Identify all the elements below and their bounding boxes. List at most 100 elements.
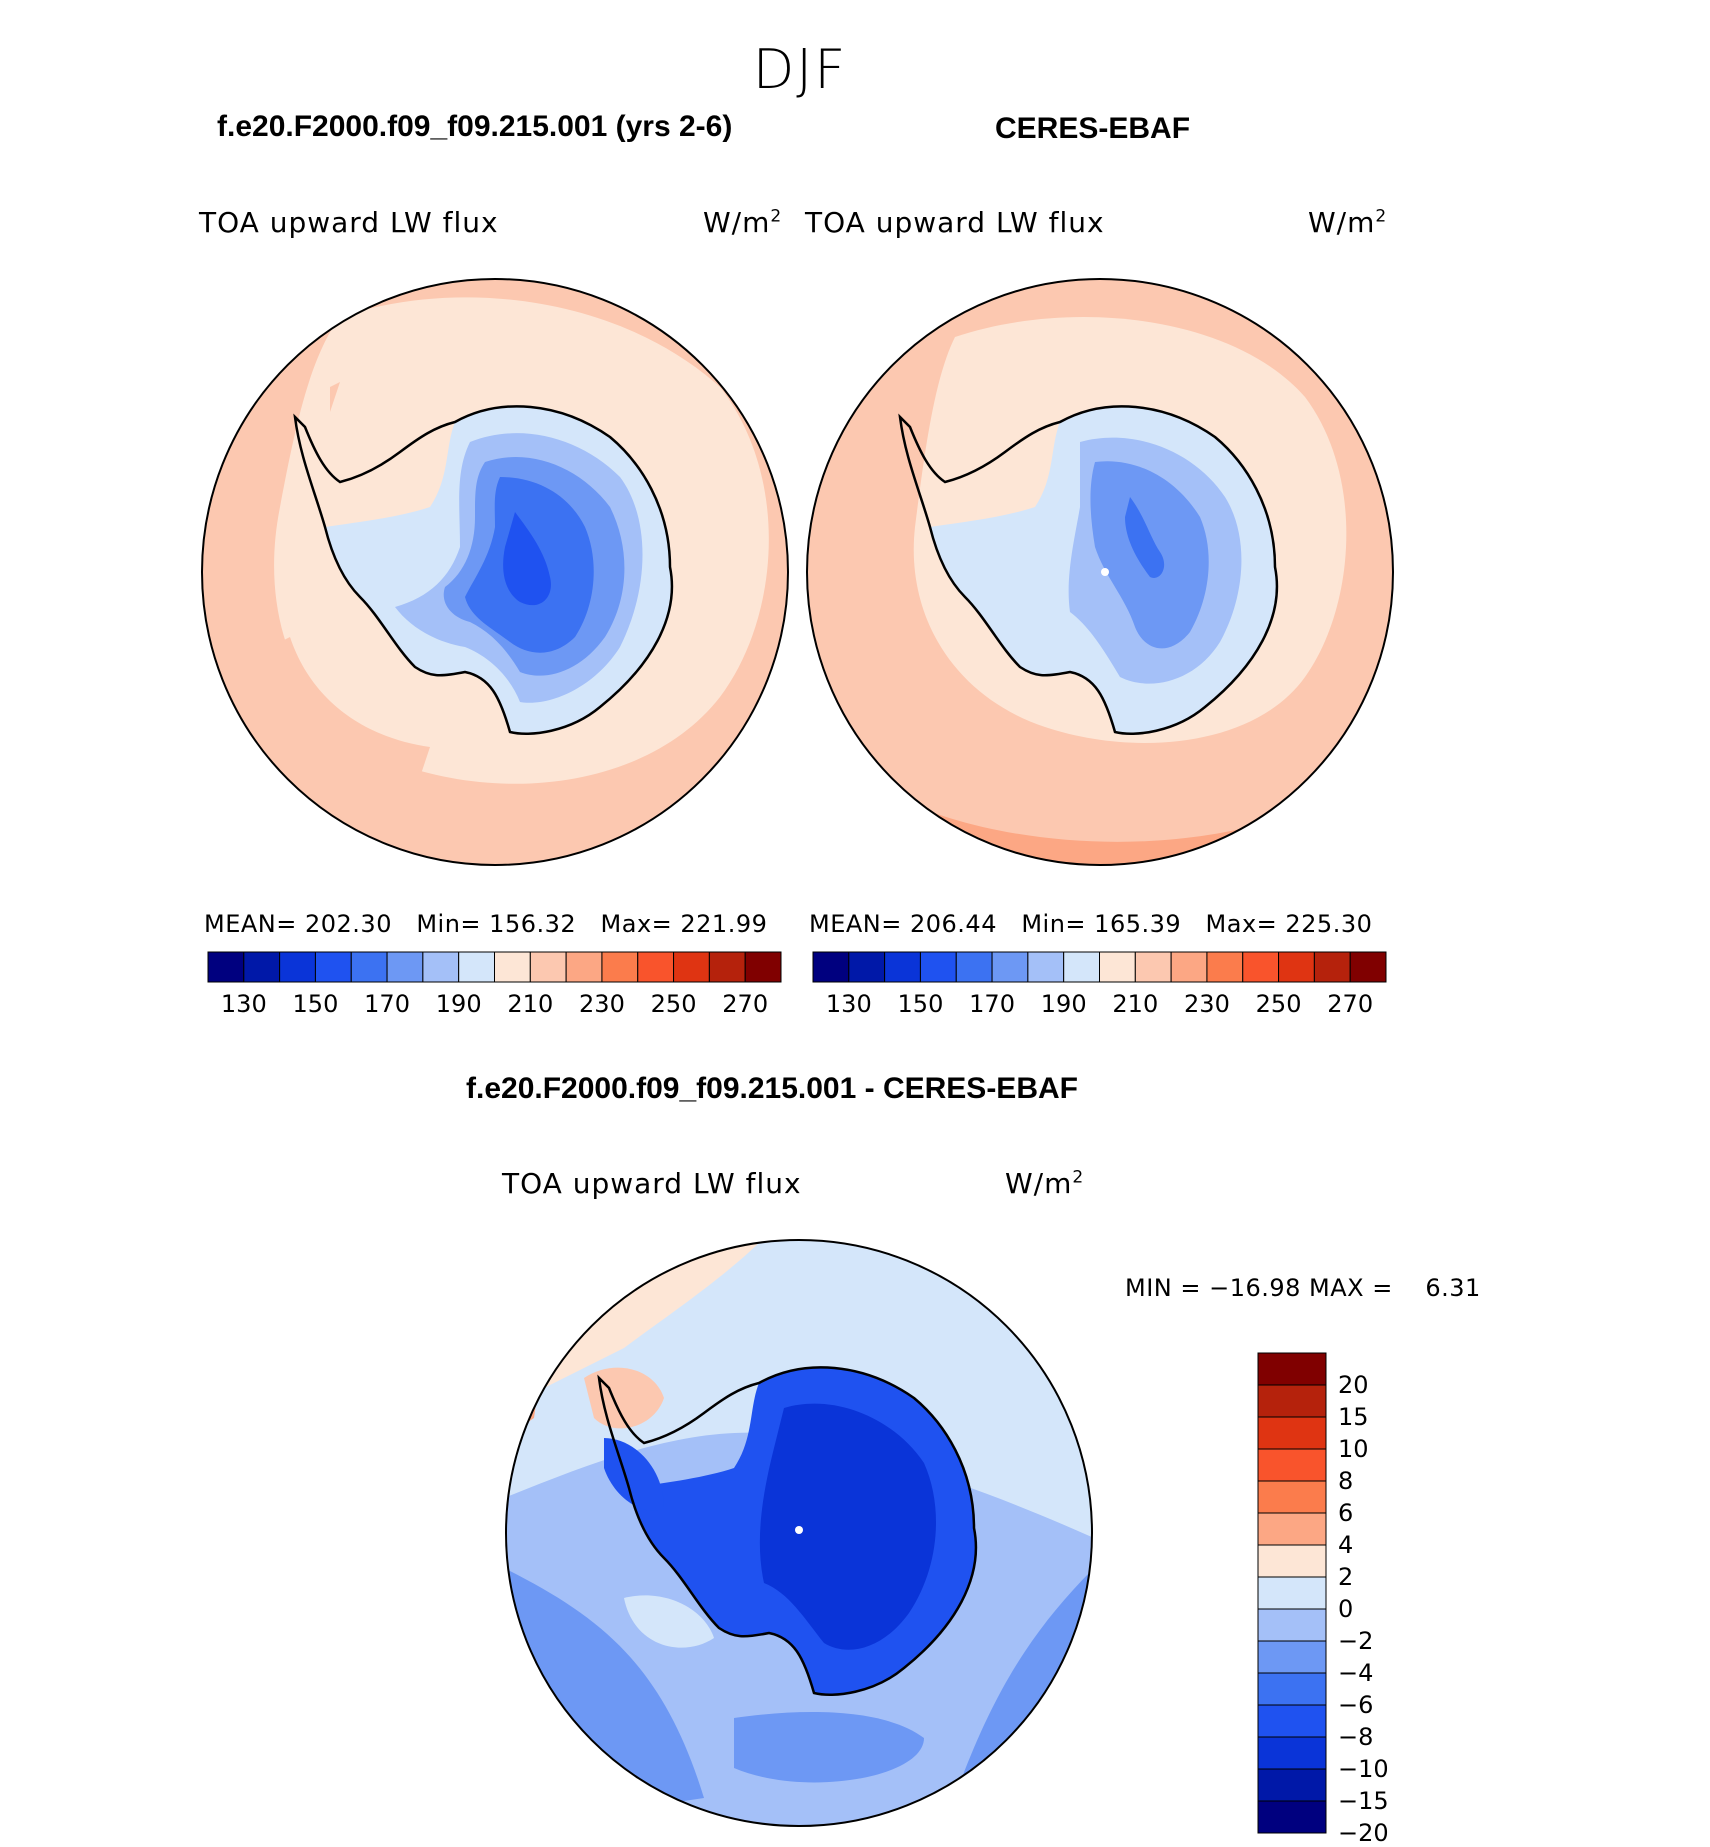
- panel-2-stats: MEAN= 206.44 Min= 165.39 Max= 225.30: [809, 910, 1373, 938]
- panel-2-title: CERES-EBAF: [995, 112, 1191, 145]
- map-panel-model: [201, 278, 789, 866]
- panel-1-units: W/m2: [703, 206, 782, 239]
- colorbar-level-label: −2: [1338, 1627, 1374, 1655]
- panel-2-units: W/m2: [1308, 206, 1387, 239]
- colorbar-swatch: [991, 951, 1029, 983]
- diff-minmax: MIN = −16.98 MAX = 6.31: [1125, 1274, 1481, 1302]
- colorbar-level-label: 15: [1338, 1403, 1369, 1431]
- colorbar-tick-label: 250: [1255, 990, 1302, 1018]
- colorbar-swatch: [1257, 1768, 1327, 1802]
- colorbar-tick-label: 170: [969, 990, 1015, 1018]
- colorbar-swatch: [708, 951, 746, 983]
- panel-1-variable-label: TOA upward LW flux: [199, 206, 499, 239]
- colorbar-swatch: [1134, 951, 1172, 983]
- colorbar-swatch: [565, 951, 603, 983]
- colorbar-level-label: 0: [1338, 1595, 1354, 1623]
- colorbar-level-label: −15: [1338, 1787, 1389, 1815]
- colorbar-swatch: [1063, 951, 1100, 983]
- colorbar-swatch: [1257, 1672, 1327, 1706]
- colorbar-swatch: [1257, 1576, 1327, 1610]
- colorbar-swatch: [1257, 1800, 1327, 1834]
- colorbar-model: [207, 951, 782, 983]
- colorbar-swatch: [1170, 951, 1208, 983]
- colorbar-tick-label: 230: [1184, 990, 1230, 1018]
- colorbar-swatch: [1257, 1704, 1327, 1738]
- colorbar-model-ticks: 130 150 170 190 210 230 250 270: [208, 990, 781, 1020]
- colorbar-obs-ticks: 130 150 170 190 210 230 250 270: [813, 990, 1386, 1020]
- colorbar-obs: [812, 951, 1387, 983]
- colorbar-difference: [1257, 1352, 1327, 1834]
- colorbar-swatch: [243, 951, 281, 983]
- colorbar-swatch: [812, 951, 850, 983]
- colorbar-swatch: [919, 951, 957, 983]
- diff-units: W/m2: [1005, 1167, 1084, 1200]
- season-title: DJF: [752, 38, 848, 101]
- colorbar-tick-label: 210: [507, 990, 554, 1018]
- colorbar-swatch: [314, 951, 352, 983]
- colorbar-swatch: [529, 951, 567, 983]
- units-base: W/m: [703, 206, 771, 239]
- colorbar-swatch: [1257, 1384, 1327, 1418]
- colorbar-tick-label: 210: [1112, 990, 1159, 1018]
- colorbar-tick-label: 150: [292, 990, 339, 1018]
- colorbar-level-label: −20: [1338, 1819, 1389, 1847]
- panel-1-stats: MEAN= 202.30 Min= 156.32 Max= 221.99: [204, 910, 768, 938]
- colorbar-swatch: [1257, 1480, 1327, 1514]
- colorbar-swatch: [1257, 1512, 1327, 1546]
- colorbar-swatch: [350, 951, 388, 983]
- colorbar-swatch: [1257, 1736, 1327, 1770]
- colorbar-tick-label: 170: [364, 990, 410, 1018]
- colorbar-swatch: [601, 951, 639, 983]
- colorbar-swatch: [494, 951, 531, 983]
- colorbar-level-label: −6: [1338, 1691, 1374, 1719]
- colorbar-swatch: [422, 951, 460, 983]
- colorbar-difference-labels: 20 15 10 8 6 4 2 0 −2 −4 −6 −8 −10 −15 −20: [1338, 1353, 1398, 1847]
- colorbar-level-label: 10: [1338, 1435, 1369, 1463]
- colorbar-tick-label: 130: [220, 990, 267, 1018]
- units-base: W/m: [1308, 206, 1376, 239]
- colorbar-swatch: [458, 951, 495, 983]
- colorbar-level-label: −4: [1338, 1659, 1374, 1687]
- panel-2-variable-label: TOA upward LW flux: [805, 206, 1105, 239]
- colorbar-swatch: [1278, 951, 1315, 983]
- colorbar-swatch: [848, 951, 886, 983]
- colorbar-swatch: [1257, 1608, 1327, 1642]
- colorbar-level-label: 20: [1338, 1371, 1369, 1399]
- colorbar-swatch: [1206, 951, 1244, 983]
- colorbar-swatch: [637, 951, 675, 983]
- colorbar-swatch: [207, 951, 245, 983]
- colorbar-tick-label: 250: [650, 990, 697, 1018]
- colorbar-tick-label: 270: [1327, 990, 1374, 1018]
- colorbar-swatch: [673, 951, 710, 983]
- colorbar-level-label: 8: [1338, 1467, 1354, 1495]
- units-exp: 2: [770, 206, 783, 227]
- colorbar-tick-label: 130: [825, 990, 872, 1018]
- diff-panel-title: f.e20.F2000.f09_f09.215.001 - CERES-EBAF: [466, 1072, 1078, 1105]
- diff-variable-label: TOA upward LW flux: [502, 1167, 802, 1200]
- map-panel-obs: [806, 278, 1394, 866]
- colorbar-swatch: [1099, 951, 1136, 983]
- colorbar-level-label: 6: [1338, 1499, 1354, 1527]
- colorbar-level-label: −10: [1338, 1755, 1389, 1783]
- colorbar-swatch: [1242, 951, 1280, 983]
- colorbar-swatch: [744, 951, 782, 983]
- units-exp: 2: [1375, 206, 1388, 227]
- colorbar-swatch: [1257, 1448, 1327, 1482]
- colorbar-swatch: [1349, 951, 1387, 983]
- colorbar-swatch: [279, 951, 316, 983]
- colorbar-tick-label: 230: [579, 990, 625, 1018]
- units-exp: 2: [1072, 1167, 1085, 1188]
- panel-1-title: f.e20.F2000.f09_f09.215.001 (yrs 2-6): [217, 110, 733, 143]
- colorbar-level-label: 2: [1338, 1563, 1354, 1591]
- colorbar-tick-label: 190: [1040, 990, 1087, 1018]
- colorbar-swatch: [386, 951, 424, 983]
- colorbar-tick-label: 150: [897, 990, 944, 1018]
- colorbar-swatch: [955, 951, 993, 983]
- colorbar-swatch: [1257, 1416, 1327, 1450]
- colorbar-swatch: [1257, 1544, 1327, 1578]
- colorbar-level-label: 4: [1338, 1531, 1354, 1559]
- colorbar-swatch: [1027, 951, 1065, 983]
- colorbar-swatch: [884, 951, 921, 983]
- colorbar-level-label: −8: [1338, 1723, 1374, 1751]
- colorbar-tick-label: 270: [722, 990, 769, 1018]
